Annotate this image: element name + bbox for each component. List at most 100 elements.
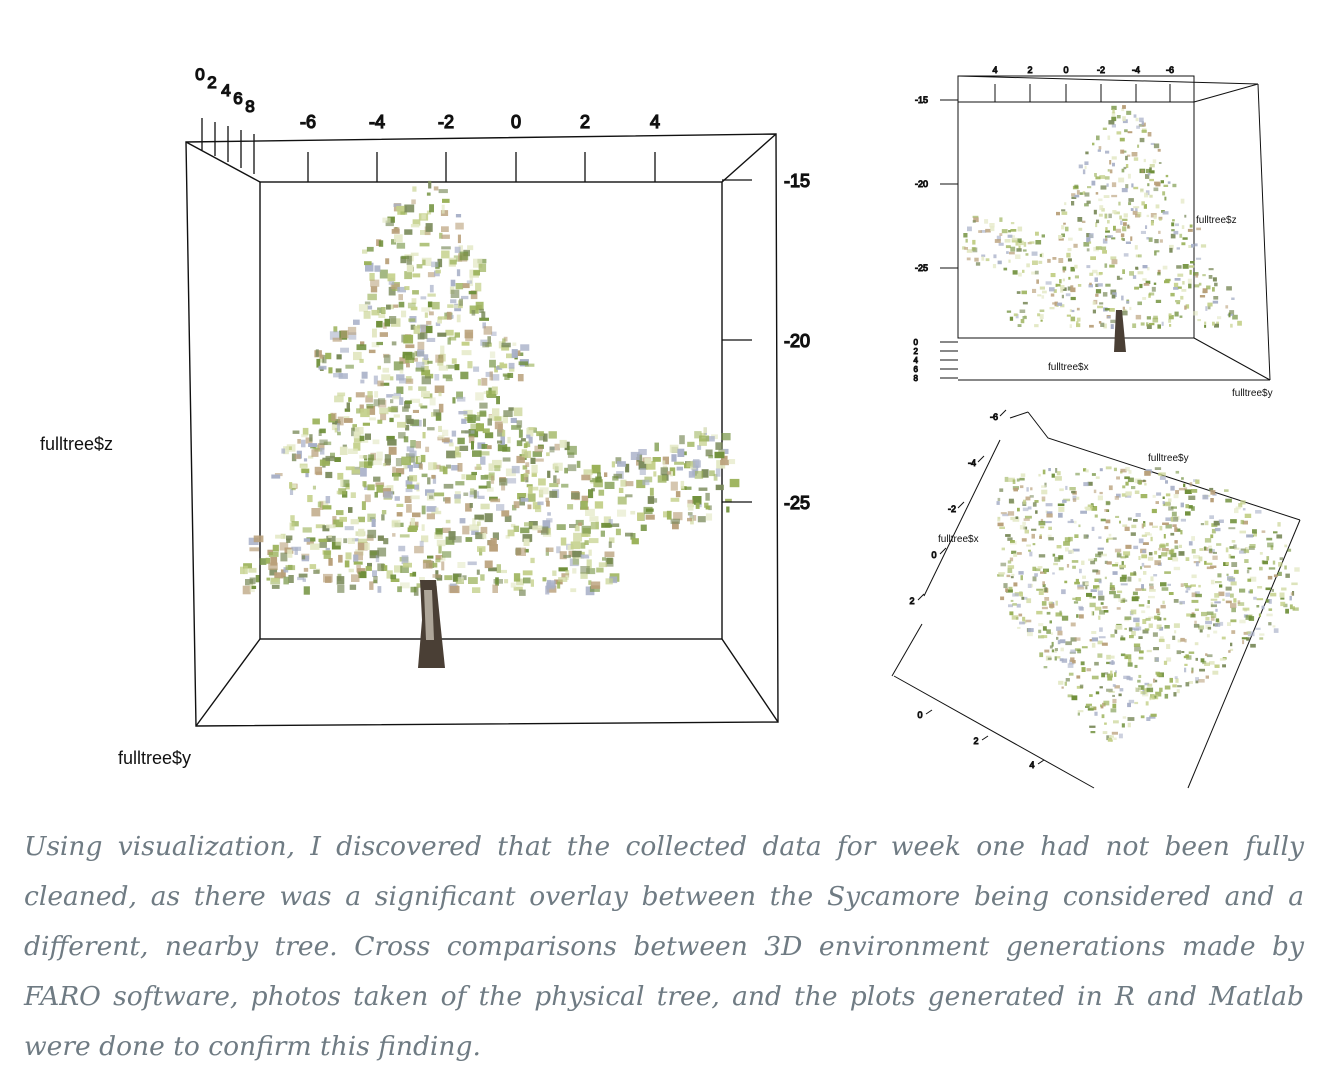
main-leaf-point bbox=[249, 577, 256, 584]
side-leaf-point bbox=[1006, 251, 1009, 254]
top-leaf-point bbox=[1200, 523, 1205, 526]
side-leaf-point bbox=[1176, 302, 1180, 305]
side-leaf-point bbox=[1098, 321, 1102, 324]
main-leaf-point bbox=[437, 258, 443, 268]
side-leaf-point bbox=[1095, 222, 1098, 228]
top-leaf-point bbox=[1009, 611, 1014, 616]
trunk-highlight bbox=[424, 590, 434, 640]
top-leaf-point bbox=[1186, 613, 1191, 617]
main-leaf-point bbox=[285, 565, 296, 571]
top-x-tick-label: -6 bbox=[990, 412, 998, 422]
top-leaf-point bbox=[1266, 613, 1273, 617]
side-leaf-point bbox=[1078, 164, 1083, 169]
side-leaf-point bbox=[1128, 198, 1134, 202]
top-leaf-point bbox=[1065, 547, 1069, 552]
top-leaf-point bbox=[996, 501, 1000, 505]
top-leaf-point bbox=[1041, 485, 1047, 488]
top-leaf-point bbox=[1253, 532, 1257, 537]
main-leaf-point bbox=[687, 512, 693, 516]
top-leaf-point bbox=[1027, 583, 1032, 588]
side-leaf-point bbox=[1182, 281, 1185, 285]
top-leaf-point bbox=[1113, 737, 1117, 740]
side-leaf-point bbox=[1176, 247, 1180, 250]
top-leaf-point bbox=[1021, 538, 1027, 542]
main-leaf-point bbox=[410, 252, 419, 256]
main-leaf-point bbox=[596, 567, 604, 573]
top-leaf-point bbox=[1030, 583, 1034, 588]
top-leaf-point bbox=[1230, 555, 1235, 559]
side-leaf-point bbox=[1179, 315, 1183, 318]
main-leaf-point bbox=[289, 482, 293, 489]
side-leaf-point bbox=[1153, 214, 1157, 220]
main-leaf-point bbox=[527, 493, 536, 502]
main-leaf-point bbox=[523, 577, 531, 584]
top-leaf-point bbox=[1109, 582, 1113, 586]
main-leaf-point bbox=[676, 466, 683, 471]
side-leaf-point bbox=[1104, 263, 1108, 268]
side-leaf-point bbox=[1107, 135, 1111, 140]
top-leaf-point bbox=[1012, 603, 1017, 606]
top-leaf-point bbox=[1222, 598, 1225, 601]
main-leaf-point bbox=[353, 351, 362, 361]
top-leaf-point bbox=[1125, 491, 1132, 496]
main-leaf-point bbox=[542, 520, 551, 529]
main-leaf-point bbox=[600, 530, 605, 537]
main-leaf-point bbox=[353, 437, 362, 443]
side-leaf-point bbox=[1067, 286, 1072, 291]
top-leaf-point bbox=[1259, 633, 1265, 636]
side-leaf-point bbox=[1034, 270, 1039, 275]
top-leaf-point bbox=[1095, 476, 1100, 479]
main-leaf-point bbox=[408, 525, 418, 531]
side-leaf-point bbox=[1101, 246, 1107, 251]
main-leaf-point bbox=[542, 577, 547, 582]
side-leaf-point bbox=[1084, 203, 1089, 207]
top-leaf-point bbox=[1202, 494, 1209, 500]
main-leaf-point bbox=[367, 484, 375, 491]
top-leaf-point bbox=[1120, 468, 1127, 473]
top-leaf-point bbox=[1149, 583, 1154, 586]
top-leaf-point bbox=[1174, 630, 1177, 634]
top-leaf-point bbox=[1237, 600, 1241, 604]
top-leaf-point bbox=[1214, 664, 1220, 668]
top-leaf-point bbox=[1044, 482, 1047, 488]
main-leaf-point bbox=[436, 539, 446, 547]
main-leaf-point bbox=[504, 515, 512, 522]
top-leaf-point bbox=[1110, 634, 1115, 638]
main-leaf-point bbox=[725, 498, 732, 503]
side-leaf-point bbox=[1153, 315, 1158, 320]
main-leaf-point bbox=[588, 489, 594, 499]
main-leaf-point bbox=[459, 518, 466, 524]
main-leaf-point bbox=[609, 537, 615, 543]
top-leaf-point bbox=[1112, 564, 1119, 567]
side-leaf-point bbox=[1185, 304, 1190, 309]
main-leaf-point bbox=[415, 456, 420, 464]
main-leaf-point bbox=[411, 298, 417, 304]
main-leaf-point bbox=[412, 512, 421, 518]
top-leaf-point bbox=[1077, 712, 1080, 716]
top-leaf-point bbox=[1106, 654, 1111, 660]
main-leaf-point bbox=[615, 528, 621, 536]
top-leaf-point bbox=[1170, 552, 1177, 558]
side-box-edge bbox=[1257, 83, 1271, 381]
side-leaf-point bbox=[1163, 184, 1169, 187]
side-leaf-point bbox=[1102, 127, 1107, 130]
main-leaf-point bbox=[516, 547, 526, 556]
main-leaf-point bbox=[417, 332, 425, 340]
main-leaf-point bbox=[372, 570, 377, 577]
side-leaf-point bbox=[1032, 260, 1038, 265]
top-leaf-point bbox=[1191, 667, 1194, 673]
main-leaf-point bbox=[315, 349, 319, 357]
top-leaf-point bbox=[1138, 556, 1141, 560]
side-leaf-point bbox=[1194, 243, 1198, 247]
top-leaf-point bbox=[1141, 554, 1148, 559]
top-leaf-point bbox=[1270, 592, 1277, 597]
main-leaf-point bbox=[496, 504, 505, 511]
side-leaf-point bbox=[1158, 216, 1163, 220]
side-leaf-point bbox=[1137, 271, 1144, 275]
top-y-tick bbox=[981, 735, 989, 741]
side-leaf-point bbox=[1013, 313, 1018, 317]
main-leaf-point bbox=[398, 301, 405, 308]
main-leaf-point bbox=[353, 442, 361, 451]
main-leaf-point bbox=[288, 575, 294, 583]
side-leaf-point bbox=[1127, 154, 1131, 157]
